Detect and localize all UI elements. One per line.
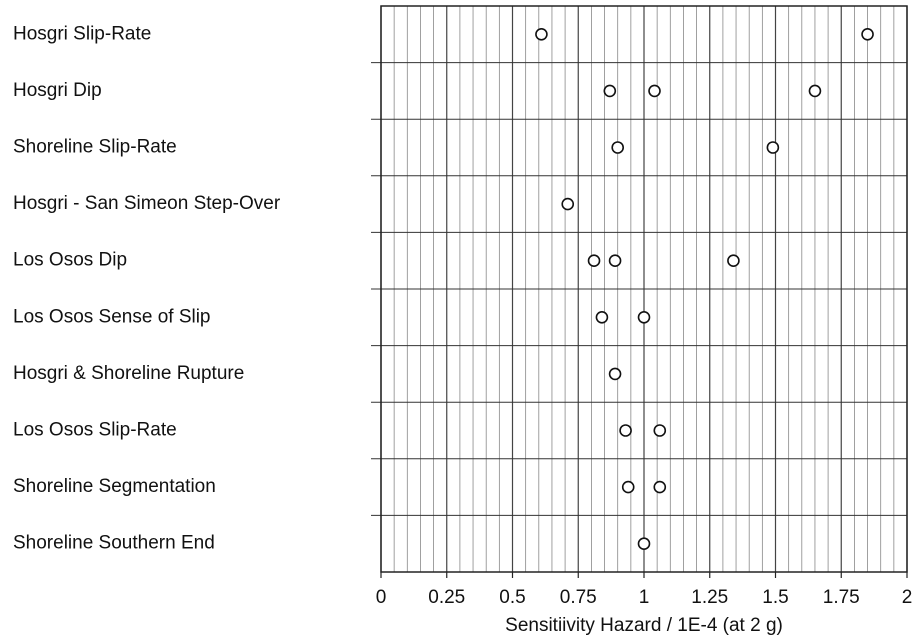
dot (561, 197, 575, 211)
category-label: Los Osos Dip (13, 250, 127, 271)
dot (611, 141, 625, 154)
x-axis-label: Sensitiivity Hazard / 1E-4 (at 2 g) (505, 615, 783, 636)
x-tick-label: 0 (376, 587, 387, 608)
x-tick-label: 1.75 (823, 587, 860, 608)
dot (608, 367, 622, 381)
category-label: Los Osos Sense of Slip (13, 306, 211, 327)
category-label: Shoreline Southern End (13, 533, 215, 554)
dot (621, 480, 635, 494)
category-label: Shoreline Segmentation (13, 476, 216, 497)
dot (648, 84, 661, 98)
x-tick-label: 1 (639, 587, 650, 608)
x-tick-label: 1.25 (691, 587, 728, 608)
dot (637, 310, 651, 324)
dot (595, 310, 609, 324)
dot (653, 480, 667, 494)
dot (653, 424, 667, 437)
dot (727, 254, 740, 268)
category-label: Los Osos Slip-Rate (13, 420, 177, 441)
dot (603, 84, 617, 98)
x-tick-label: 0.25 (428, 587, 465, 608)
dot (619, 424, 632, 437)
category-label: Hosgri Dip (13, 80, 102, 101)
x-tick-label: 0.5 (499, 587, 525, 608)
plot-frame (380, 5, 908, 573)
category-label: Shoreline Slip-Rate (13, 137, 177, 158)
x-tick-label: 2 (902, 587, 913, 608)
x-tick-label: 0.75 (560, 587, 597, 608)
x-tick-label: 1.5 (762, 587, 788, 608)
category-label: Hosgri - San Simeon Step-Over (13, 193, 281, 214)
dot (808, 84, 822, 98)
dot (608, 254, 622, 268)
category-label: Hosgri Slip-Rate (13, 23, 151, 44)
dot (535, 27, 548, 41)
dot (766, 141, 780, 154)
dot (587, 254, 601, 268)
dot (861, 27, 874, 41)
dot (637, 537, 651, 551)
category-label: Hosgri & Shoreline Rupture (13, 363, 244, 384)
